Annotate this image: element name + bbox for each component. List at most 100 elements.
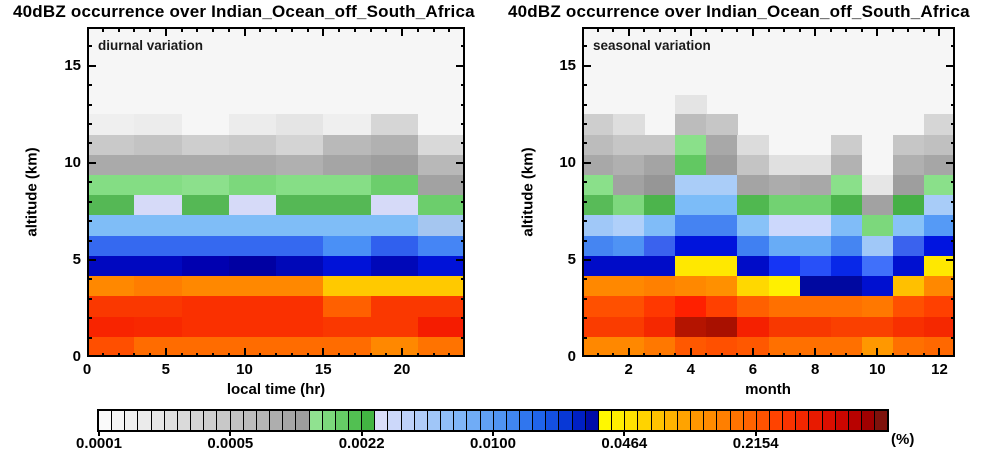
y-tick xyxy=(582,317,587,320)
heatmap-cell xyxy=(706,316,738,338)
heatmap-cell xyxy=(276,195,324,217)
y-tick xyxy=(87,336,92,339)
heatmap-cell xyxy=(87,235,135,257)
y-tick xyxy=(460,84,465,87)
y-tick xyxy=(87,142,92,145)
x-tick xyxy=(180,27,183,32)
y-tick-label: 5 xyxy=(72,250,81,268)
heatmap-cell xyxy=(181,215,230,237)
heatmap-cell xyxy=(799,235,832,257)
y-tick xyxy=(946,64,955,67)
x-tick xyxy=(243,27,246,36)
x-tick xyxy=(259,27,262,32)
heatmap-cell xyxy=(228,215,277,237)
x-tick xyxy=(306,352,309,357)
x-tick xyxy=(612,27,615,32)
y-tick xyxy=(950,84,955,87)
y-tick xyxy=(582,220,587,223)
y-tick-label: 0 xyxy=(72,348,81,365)
heatmap-cell xyxy=(582,215,614,237)
heatmap-cell xyxy=(323,255,372,277)
heatmap-cell xyxy=(323,276,372,297)
colorbar-cell xyxy=(296,411,310,430)
diurnal-heatmap-plot: diurnal variation xyxy=(87,27,465,357)
x-tick xyxy=(829,352,832,357)
x-tick-label: 4 xyxy=(686,361,695,378)
heatmap-cell xyxy=(87,255,135,277)
colorbar-cell xyxy=(177,411,192,430)
heatmap-cell xyxy=(706,215,738,237)
y-tick xyxy=(87,45,92,48)
heatmap-cell xyxy=(892,255,925,277)
x-tick xyxy=(385,27,388,32)
x-tick xyxy=(117,352,120,357)
heatmap-cell xyxy=(181,336,230,357)
x-tick-label: 10 xyxy=(236,361,253,378)
y-tick xyxy=(460,239,465,242)
x-tick-label: 2 xyxy=(624,361,633,378)
y-tick xyxy=(460,317,465,320)
heatmap-cell xyxy=(370,276,419,297)
left-x-axis-title: local time (hr) xyxy=(226,381,326,398)
heatmap-cell xyxy=(892,276,925,297)
colorbar-tick-label: 0.0464 xyxy=(601,435,648,452)
x-tick xyxy=(798,27,801,32)
heatmap-cell xyxy=(768,336,801,357)
colorbar-cell xyxy=(164,411,178,430)
x-tick xyxy=(767,352,770,357)
heatmap-cell xyxy=(276,316,324,338)
colorbar-cell xyxy=(191,411,205,430)
heatmap-cell xyxy=(768,215,801,237)
heatmap-cell xyxy=(228,255,277,277)
heatmap-cell xyxy=(87,296,135,318)
x-tick xyxy=(674,27,677,32)
heatmap-cell xyxy=(675,154,707,176)
x-tick xyxy=(705,27,708,32)
heatmap-cell xyxy=(181,316,230,338)
y-tick xyxy=(950,317,955,320)
x-tick xyxy=(196,352,199,357)
x-tick xyxy=(401,348,403,357)
colorbar-cell xyxy=(388,411,402,430)
heatmap-cell xyxy=(830,235,863,257)
y-tick xyxy=(950,27,955,28)
heatmap-cell xyxy=(276,255,324,277)
x-tick xyxy=(907,352,910,357)
heatmap-cell xyxy=(830,296,863,318)
y-tick xyxy=(582,84,587,87)
x-tick xyxy=(736,352,739,357)
heatmap-cell xyxy=(644,316,676,338)
heatmap-cell xyxy=(644,154,676,176)
x-tick xyxy=(783,27,786,32)
x-tick xyxy=(814,348,817,357)
heatmap-cell xyxy=(370,296,419,318)
heatmap-cell xyxy=(228,114,277,136)
heatmap-cell xyxy=(892,296,925,318)
x-tick xyxy=(720,352,723,357)
heatmap-cell xyxy=(370,215,419,237)
heatmap-cell xyxy=(923,235,955,257)
x-tick xyxy=(180,352,183,357)
heatmap-cell xyxy=(134,316,183,338)
y-tick xyxy=(87,317,92,320)
y-tick xyxy=(460,181,465,184)
heatmap-cell xyxy=(134,235,183,257)
heatmap-cell xyxy=(737,336,770,357)
heatmap-cell xyxy=(830,215,863,237)
heatmap-cell xyxy=(923,276,955,297)
heatmap-cell xyxy=(675,296,707,318)
heatmap-cell xyxy=(892,316,925,338)
right-x-axis-title: month xyxy=(745,381,791,398)
heatmap-cell xyxy=(417,154,465,176)
colorbar-cell xyxy=(348,411,363,430)
heatmap-cell xyxy=(582,195,614,217)
heatmap-cell xyxy=(181,195,230,217)
heatmap-cell xyxy=(276,215,324,237)
y-tick xyxy=(950,278,955,281)
x-tick xyxy=(448,352,451,357)
heatmap-cell xyxy=(134,114,183,136)
heatmap-cell xyxy=(737,215,770,237)
x-tick xyxy=(385,352,388,357)
x-tick-label: 10 xyxy=(868,361,886,378)
heatmap-cell xyxy=(923,134,955,156)
